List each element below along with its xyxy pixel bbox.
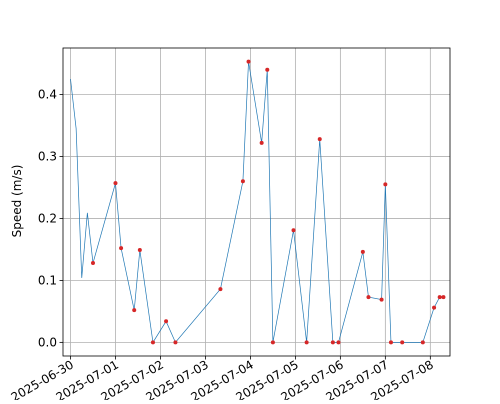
- data-point: [132, 308, 137, 313]
- data-point: [432, 305, 437, 310]
- data-point: [265, 67, 270, 72]
- data-point: [113, 181, 118, 186]
- y-tick-label: 0.2: [38, 211, 57, 225]
- y-tick-label: 0.3: [38, 149, 57, 163]
- data-point: [291, 228, 296, 233]
- data-point: [246, 59, 251, 64]
- data-point: [360, 249, 365, 254]
- data-point: [441, 295, 446, 300]
- data-point: [137, 248, 142, 253]
- data-point: [240, 179, 245, 184]
- data-point: [420, 340, 425, 345]
- data-point: [90, 261, 95, 266]
- series-line: [70, 61, 444, 344]
- data-point: [119, 246, 124, 251]
- y-axis-label: Speed (m/s): [10, 165, 24, 238]
- data-point: [150, 340, 155, 345]
- plot-frame: [62, 47, 451, 357]
- data-point: [173, 340, 178, 345]
- data-point: [218, 287, 223, 292]
- data-point: [379, 297, 384, 302]
- y-tick-label: 0.0: [38, 335, 57, 349]
- data-point: [336, 340, 341, 345]
- data-point: [383, 182, 388, 187]
- axes: [62, 47, 451, 357]
- y-tick-label: 0.1: [38, 273, 57, 287]
- data-point: [388, 340, 393, 345]
- data-point: [400, 340, 405, 345]
- data-point: [330, 340, 335, 345]
- data-point: [317, 137, 322, 142]
- series-layer: [70, 59, 446, 345]
- data-point: [304, 340, 309, 345]
- y-tick-label: 0.4: [38, 87, 57, 101]
- data-point: [437, 295, 442, 300]
- data-point: [270, 340, 275, 345]
- data-point: [164, 319, 169, 324]
- ticks: 0.00.10.20.30.42025-06-302025-07-012025-…: [9, 87, 436, 404]
- data-point: [259, 140, 264, 145]
- data-point: [366, 295, 371, 300]
- grid: [63, 48, 450, 356]
